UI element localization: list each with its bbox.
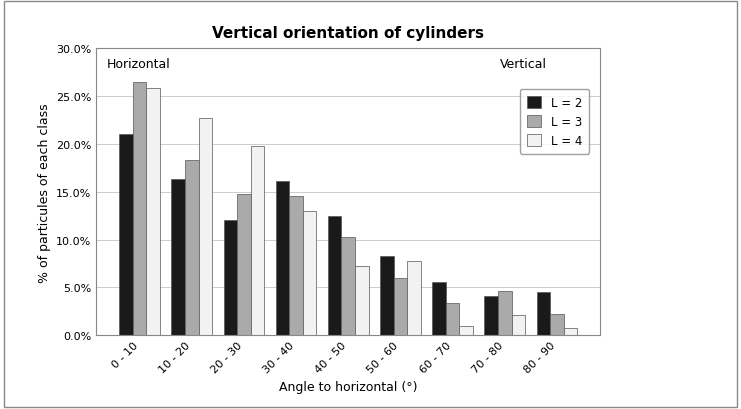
Bar xyxy=(303,211,316,335)
Bar xyxy=(408,261,421,335)
Bar xyxy=(237,194,250,335)
Bar xyxy=(250,146,265,335)
Title: Vertical orientation of cylinders: Vertical orientation of cylinders xyxy=(212,26,485,41)
Bar xyxy=(276,182,289,335)
Bar xyxy=(185,161,199,335)
Bar xyxy=(485,296,498,335)
Bar xyxy=(432,282,446,335)
Bar xyxy=(550,315,564,335)
Bar xyxy=(536,292,550,335)
X-axis label: Angle to horizontal (°): Angle to horizontal (°) xyxy=(279,380,417,393)
Bar xyxy=(147,89,160,335)
Bar xyxy=(342,237,355,335)
Bar xyxy=(289,196,303,335)
Text: Horizontal: Horizontal xyxy=(107,58,170,71)
Bar xyxy=(119,135,133,335)
Bar xyxy=(393,278,408,335)
Bar xyxy=(224,221,237,335)
Bar xyxy=(171,180,185,335)
Bar xyxy=(446,303,459,335)
Bar xyxy=(328,216,342,335)
Bar xyxy=(380,256,393,335)
Text: Vertical: Vertical xyxy=(499,58,546,71)
Bar xyxy=(355,267,368,335)
Legend: L = 2, L = 3, L = 4: L = 2, L = 3, L = 4 xyxy=(520,89,589,154)
Bar xyxy=(511,315,525,335)
Bar xyxy=(498,292,511,335)
Bar xyxy=(199,119,212,335)
Bar xyxy=(564,328,577,335)
Y-axis label: % of particules of each class: % of particules of each class xyxy=(38,103,50,282)
Bar xyxy=(133,83,147,335)
Bar xyxy=(459,326,473,335)
